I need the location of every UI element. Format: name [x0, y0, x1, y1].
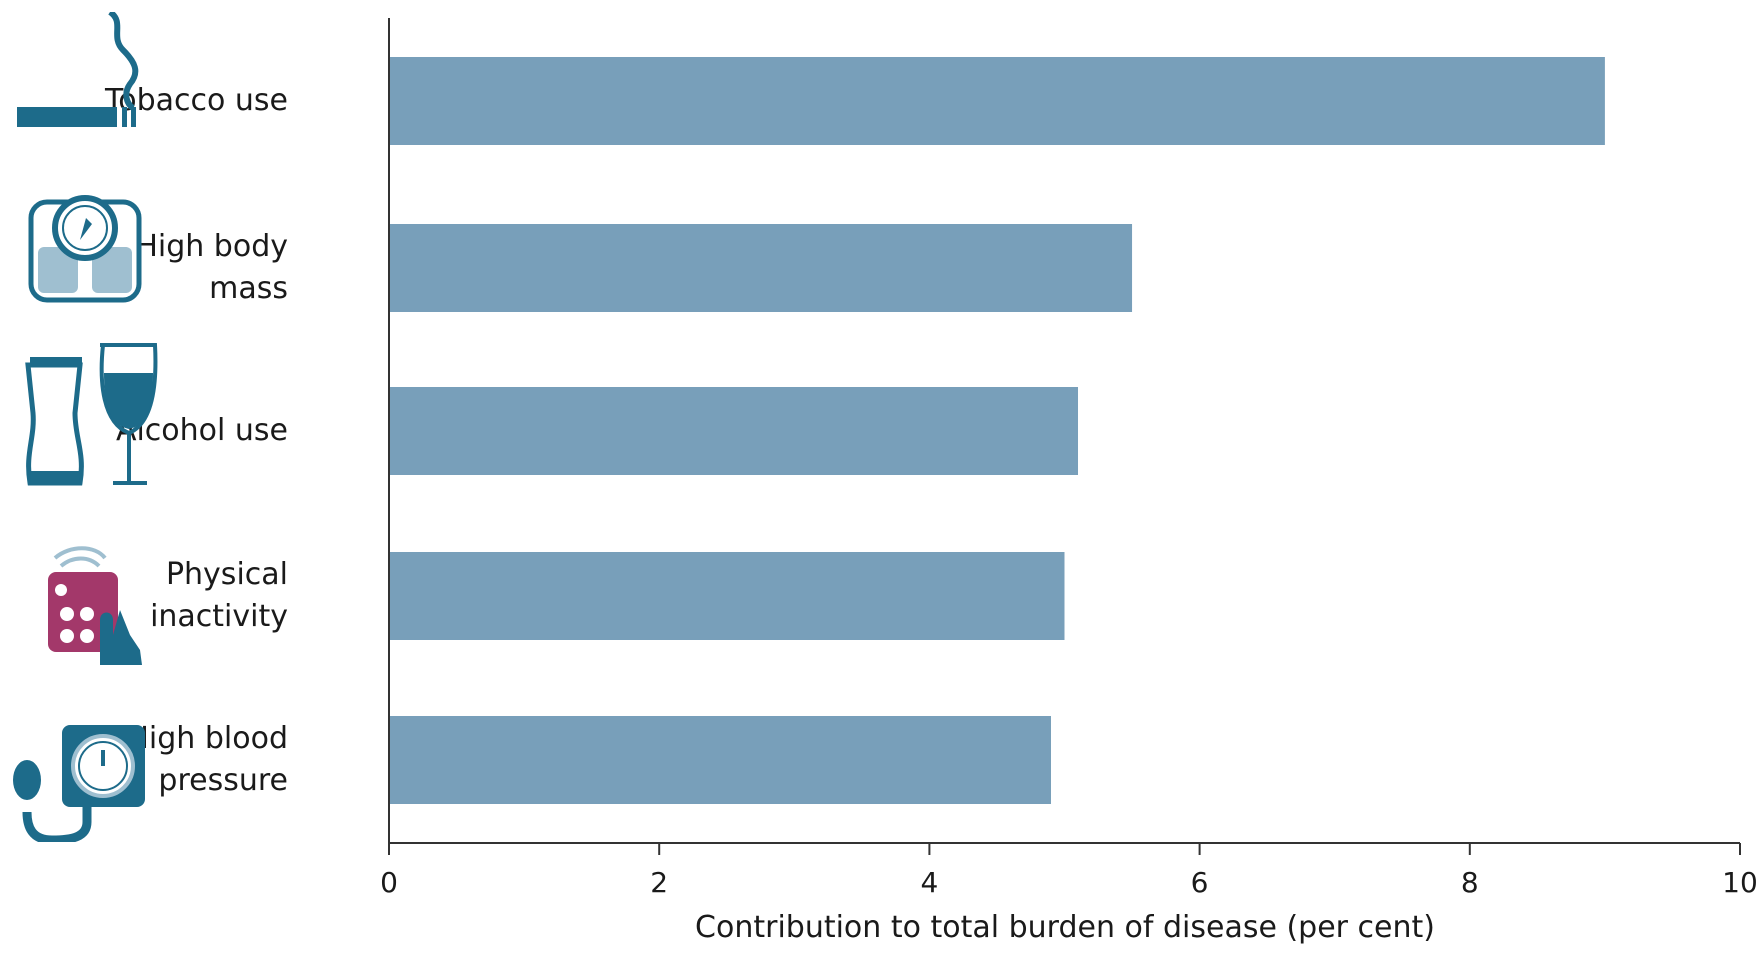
x-axis-label: Contribution to total burden of disease …: [695, 910, 1435, 945]
x-ticks: 0 2 4 6 8 10: [380, 843, 1758, 899]
bars: [389, 57, 1605, 804]
x-tick-label: 4: [920, 866, 938, 899]
x-tick-label: 2: [650, 866, 668, 899]
bar: [389, 57, 1605, 145]
x-tick-label: 6: [1191, 866, 1209, 899]
category-label: High blood pressure: [126, 721, 288, 798]
drinks-icon: [25, 343, 158, 486]
bar: [389, 716, 1051, 804]
x-tick-label: 10: [1722, 866, 1758, 899]
bar: [389, 224, 1133, 312]
tv-remote-icon: [48, 546, 142, 665]
scale-icon: [28, 195, 142, 303]
blood-pressure-monitor-icon: [13, 725, 145, 842]
category-label: Physical inactivity: [150, 557, 288, 634]
x-tick-label: 8: [1461, 866, 1479, 899]
category-label: High body mass: [135, 229, 288, 306]
cigarette-icon: [17, 12, 139, 127]
bar: [389, 552, 1065, 640]
bar: [389, 387, 1079, 475]
x-tick-label: 0: [380, 866, 398, 899]
